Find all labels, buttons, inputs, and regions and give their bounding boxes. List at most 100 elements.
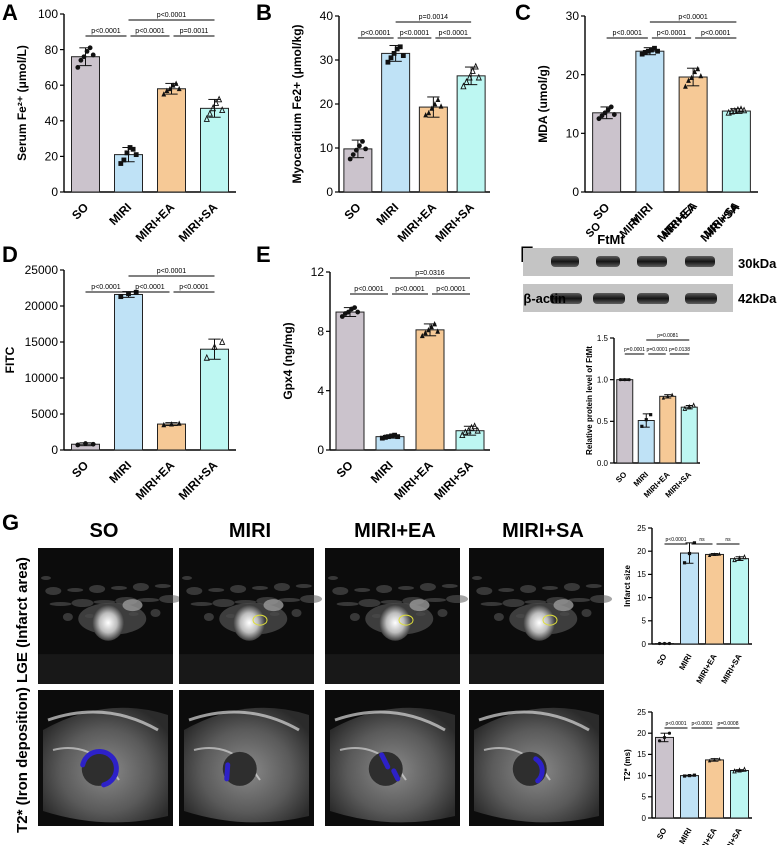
western-blot: FtMt 30kDa β-actin 42kDa SO MIRI MIRI+EA… xyxy=(523,200,777,312)
mri-col-label-sa: MIRI+SA xyxy=(502,520,584,542)
data-point xyxy=(599,113,605,119)
data-point xyxy=(203,353,210,361)
data-point xyxy=(627,378,631,382)
data-point xyxy=(87,45,93,51)
data-point xyxy=(382,434,388,440)
data-point xyxy=(90,52,96,58)
p-value-label: p<0.0001 xyxy=(692,721,713,727)
mri-lower-band xyxy=(325,654,460,684)
bar xyxy=(680,406,698,464)
mri-texture xyxy=(376,585,393,593)
mri-texture xyxy=(581,609,592,617)
data-point xyxy=(75,442,81,448)
y-tick-label: 0 xyxy=(326,185,333,199)
y-tick-label: 8 xyxy=(317,325,324,339)
y-tick-label: 1.0 xyxy=(597,375,609,384)
mri-texture xyxy=(295,584,312,588)
data-point xyxy=(691,402,696,408)
panel-letter-c: C xyxy=(515,0,531,25)
bar xyxy=(705,553,724,645)
data-point xyxy=(667,731,672,735)
data-point xyxy=(347,156,353,162)
data-point xyxy=(211,343,218,350)
data-point xyxy=(75,65,81,70)
mri-heart xyxy=(81,751,116,786)
data-point xyxy=(732,556,737,563)
mri-texture xyxy=(590,595,613,603)
mri-texture xyxy=(41,576,51,580)
data-point xyxy=(732,768,737,774)
data-point xyxy=(649,47,654,53)
data-point xyxy=(124,150,130,156)
y-tick-label: 1.5 xyxy=(597,334,609,343)
y-tick-label: 0 xyxy=(317,443,324,457)
data-point xyxy=(471,422,478,430)
data-point xyxy=(692,773,697,777)
data-point xyxy=(602,110,608,116)
mri-texture xyxy=(49,602,72,606)
data-point xyxy=(121,157,127,163)
mri-texture xyxy=(441,584,458,588)
mri-texture xyxy=(252,586,268,590)
mri-grid: SO MIRI MIRI+EA MIRI+SA LGE (Infarct are… xyxy=(14,520,613,833)
bar xyxy=(730,558,749,645)
data-point xyxy=(357,143,362,149)
panel-letter-e: E xyxy=(256,242,271,267)
mri-texture xyxy=(182,576,192,580)
x-tick-label: MIRI+EA xyxy=(391,458,436,503)
x-tick-label: SO xyxy=(341,200,363,222)
bar xyxy=(635,50,665,193)
y-axis-label: Serum Fe²⁺ (μmol/L) xyxy=(15,45,29,161)
x-tick-label: MIRI+EA xyxy=(133,458,178,503)
infarct-outline xyxy=(542,614,558,626)
p-value-label: p<0.0001 xyxy=(361,30,390,37)
y-axis-label: MDA (umol/g) xyxy=(536,65,550,143)
data-point xyxy=(652,45,657,51)
y-tick-label: 12 xyxy=(311,265,325,279)
mri-bright-spot xyxy=(553,599,574,612)
mri-texture xyxy=(45,587,62,595)
data-point xyxy=(707,553,712,557)
data-point xyxy=(737,767,742,773)
mri-texture xyxy=(424,598,447,602)
mri-row-label-t2: T2* (Iron deposition) xyxy=(14,687,31,833)
data-point xyxy=(84,48,90,54)
data-point xyxy=(717,756,722,761)
x-tick-label: MIRI xyxy=(106,458,134,486)
y-tick-label: 0.0 xyxy=(597,459,609,468)
p-value-label: p<0.0001 xyxy=(179,284,208,291)
bar xyxy=(655,736,674,819)
iron-overlay xyxy=(80,748,119,788)
data-point xyxy=(642,49,648,55)
y-tick-label: 25000 xyxy=(25,263,59,277)
chart-g-t2star: 0 5 10 15 20 25 T2* (ms) SO MIRI MIRI+EA MIRI+SA p<… xyxy=(623,708,752,845)
data-point xyxy=(466,73,473,81)
mri-lower-band xyxy=(38,654,173,684)
x-tick-label: MIRI+SA xyxy=(431,458,476,503)
data-point xyxy=(363,146,368,152)
data-point xyxy=(687,774,692,778)
data-point xyxy=(435,96,441,102)
mri-rib xyxy=(47,710,159,732)
data-point xyxy=(692,68,698,75)
data-point xyxy=(206,109,213,117)
mri-heart xyxy=(222,751,257,786)
y-tick-label: 15 xyxy=(637,750,646,759)
data-point xyxy=(355,309,361,315)
x-tick-label: MIRI+SA xyxy=(432,200,477,245)
y-tick-label: 40 xyxy=(320,9,334,23)
p-value-label: p=0.0316 xyxy=(415,270,444,277)
data-point xyxy=(692,541,697,545)
y-tick-label: 20 xyxy=(637,729,646,738)
p-value-label: p<0.0001 xyxy=(157,12,186,19)
y-tick-label: 0 xyxy=(572,185,579,199)
mri-texture xyxy=(476,587,493,595)
mri-texture xyxy=(520,585,537,593)
data-point xyxy=(472,62,479,70)
mri-col-label-so: SO xyxy=(90,520,119,542)
y-axis-label: Myocardium Fe2+ (μmol/kg) xyxy=(290,24,304,183)
data-point xyxy=(130,146,136,152)
bar xyxy=(335,311,365,451)
data-point xyxy=(670,392,674,397)
